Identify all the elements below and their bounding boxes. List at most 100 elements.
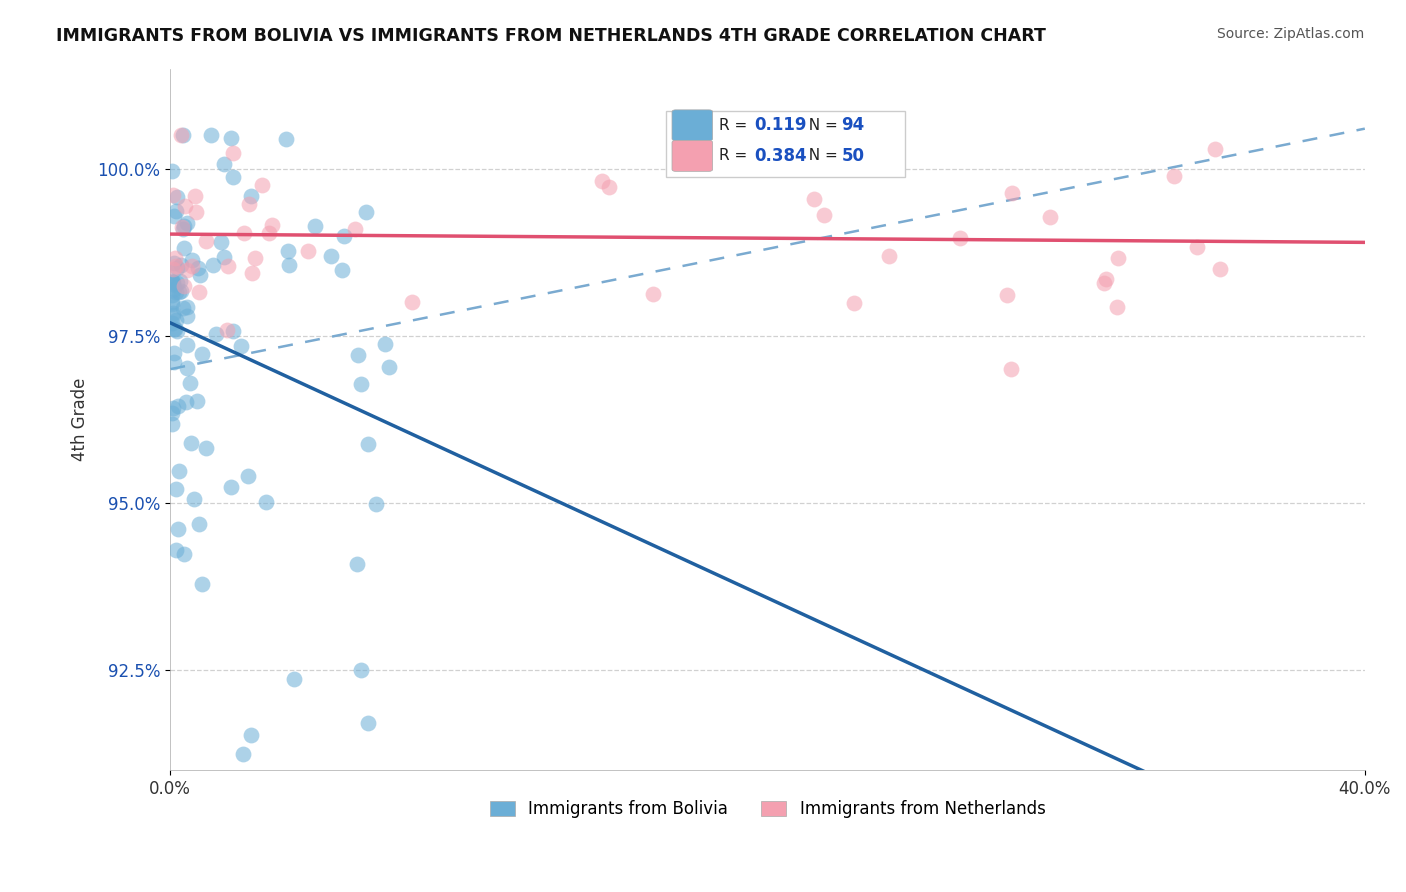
Point <box>1107 251 1129 265</box>
Point <box>181 253 204 268</box>
Text: N =: N = <box>799 148 842 163</box>
Point <box>240 189 263 203</box>
Point <box>191 347 214 361</box>
Point <box>176 300 198 314</box>
Point <box>160 417 183 432</box>
Point <box>166 313 188 327</box>
Point <box>1095 272 1118 286</box>
FancyBboxPatch shape <box>666 111 905 178</box>
Point <box>995 287 1018 301</box>
Point <box>212 250 235 264</box>
Point <box>187 285 209 299</box>
Point <box>188 517 211 532</box>
Point <box>162 262 184 277</box>
Point <box>679 152 702 166</box>
FancyBboxPatch shape <box>672 110 713 141</box>
Point <box>350 377 373 392</box>
Point <box>173 279 195 293</box>
Point <box>163 209 186 223</box>
Point <box>1185 240 1208 254</box>
Point <box>172 301 194 315</box>
Point <box>591 174 613 188</box>
Point <box>160 316 183 330</box>
Point <box>1039 210 1062 224</box>
Point <box>209 235 232 249</box>
Point <box>319 249 342 263</box>
Point <box>254 495 277 509</box>
Point <box>187 261 209 276</box>
Point <box>1092 277 1115 291</box>
Point <box>232 747 254 761</box>
Point <box>239 728 262 742</box>
Point <box>165 482 187 496</box>
Y-axis label: 4th Grade: 4th Grade <box>72 377 89 461</box>
Point <box>350 663 373 677</box>
Point <box>344 222 367 236</box>
Point <box>1205 142 1227 156</box>
Point <box>167 522 190 536</box>
Point <box>163 282 186 296</box>
Point <box>162 401 184 415</box>
Point <box>236 469 259 483</box>
Point <box>297 244 319 259</box>
Text: 0.119: 0.119 <box>755 116 807 135</box>
Point <box>277 244 299 258</box>
Point <box>283 672 305 686</box>
Point <box>366 497 388 511</box>
Point <box>330 263 353 277</box>
Point <box>346 557 368 571</box>
Point <box>162 277 184 292</box>
Text: IMMIGRANTS FROM BOLIVIA VS IMMIGRANTS FROM NETHERLANDS 4TH GRADE CORRELATION CHA: IMMIGRANTS FROM BOLIVIA VS IMMIGRANTS FR… <box>56 27 1046 45</box>
Point <box>243 251 266 265</box>
Point <box>160 274 183 288</box>
Point <box>260 219 283 233</box>
Point <box>176 262 198 277</box>
Point <box>222 324 245 338</box>
Point <box>194 234 217 248</box>
Point <box>166 190 188 204</box>
Point <box>160 275 183 289</box>
Point <box>278 259 301 273</box>
Point <box>202 258 225 272</box>
Point <box>173 547 195 561</box>
Point <box>162 188 184 202</box>
Text: Source: ZipAtlas.com: Source: ZipAtlas.com <box>1216 27 1364 41</box>
Point <box>170 284 193 298</box>
Point <box>219 130 242 145</box>
Point <box>163 322 186 336</box>
Point <box>813 208 835 222</box>
Text: 0.384: 0.384 <box>755 147 807 165</box>
Point <box>163 251 186 265</box>
Point <box>166 277 188 291</box>
Point <box>378 360 401 375</box>
Point <box>186 394 208 409</box>
Point <box>181 259 204 273</box>
Point <box>879 249 901 263</box>
Text: 94: 94 <box>842 116 865 135</box>
Point <box>217 259 239 273</box>
Point <box>259 227 281 241</box>
Point <box>165 542 187 557</box>
Point <box>231 339 253 353</box>
Point <box>1000 362 1022 376</box>
Point <box>162 308 184 322</box>
Point <box>163 255 186 269</box>
Point <box>160 297 183 311</box>
Point <box>598 180 620 194</box>
Point <box>205 327 228 342</box>
Point <box>172 128 194 143</box>
Point <box>844 295 866 310</box>
Point <box>163 346 186 360</box>
Legend: Immigrants from Bolivia, Immigrants from Netherlands: Immigrants from Bolivia, Immigrants from… <box>484 794 1052 825</box>
Point <box>357 436 380 450</box>
Point <box>662 129 685 144</box>
Point <box>374 336 396 351</box>
Point <box>242 266 264 280</box>
Point <box>163 322 186 336</box>
Point <box>212 156 235 170</box>
Point <box>333 229 356 244</box>
Point <box>170 128 193 143</box>
Text: 50: 50 <box>842 147 865 165</box>
Point <box>191 577 214 591</box>
Point <box>166 204 188 219</box>
